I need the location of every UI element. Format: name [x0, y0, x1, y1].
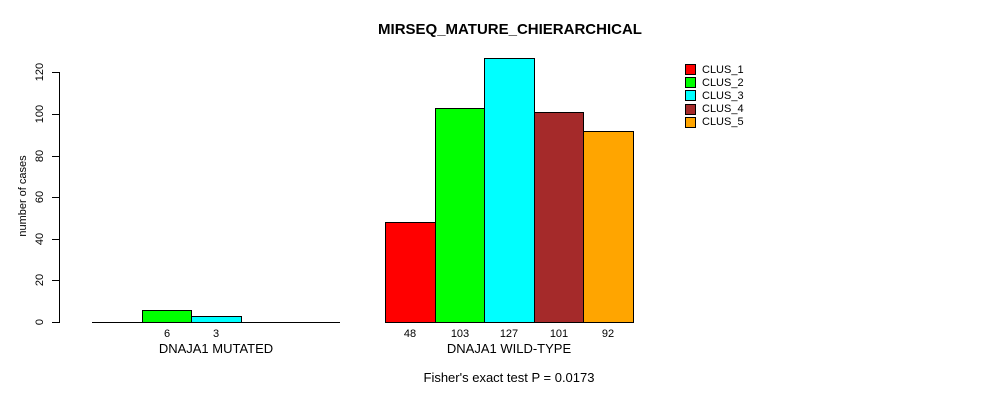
bar-value-label: 3 [212, 328, 220, 340]
y-tick-label: 80 [34, 149, 46, 163]
bar-clus_3-dnaja1-mutated [191, 316, 242, 323]
legend-entry-clus_3: CLUS_3 [685, 89, 744, 102]
bar-value-label: 92 [601, 328, 615, 340]
y-tick [52, 156, 59, 157]
y-tick [52, 239, 59, 240]
bar-clus_2-dnaja1-mutated [142, 310, 192, 323]
legend-entry-clus_4: CLUS_4 [685, 103, 744, 116]
bar-clus_1-dnaja1-wild-type [385, 222, 436, 323]
y-tick [52, 114, 59, 115]
legend-label: CLUS_2 [702, 76, 744, 89]
bar-clus_3-dnaja1-wild-type [484, 58, 535, 323]
legend-swatch-clus_1 [685, 64, 696, 76]
legend-label: CLUS_3 [702, 89, 744, 102]
bar-value-label: 127 [499, 328, 519, 340]
y-tick [52, 280, 59, 281]
y-axis-line [59, 72, 60, 323]
legend-entry-clus_2: CLUS_2 [685, 76, 744, 89]
y-tick [52, 197, 59, 198]
y-tick-label: 20 [34, 273, 46, 287]
group-label-dnaja1-mutated: DNAJA1 MUTATED [158, 341, 274, 356]
bar-clus_2-dnaja1-wild-type [435, 108, 485, 323]
fisher-test-annotation: Fisher's exact test P = 0.0173 [423, 370, 595, 385]
legend-label: CLUS_5 [702, 116, 744, 129]
bar-clus_4-dnaja1-wild-type [534, 112, 584, 323]
legend-entry-clus_1: CLUS_1 [685, 63, 744, 76]
y-tick [52, 72, 59, 73]
legend-swatch-clus_5 [685, 116, 696, 128]
y-tick-label: 100 [34, 104, 46, 124]
legend-swatch-clus_3 [685, 90, 696, 102]
bar-value-label: 6 [163, 328, 171, 340]
legend-entry-clus_5: CLUS_5 [685, 116, 744, 129]
group-label-dnaja1-wild-type: DNAJA1 WILD-TYPE [446, 341, 572, 356]
y-axis-title: number of cases [17, 155, 29, 237]
bar-value-label: 48 [403, 328, 417, 340]
y-tick-label: 0 [34, 318, 46, 326]
chart-title: MIRSEQ_MATURE_CHIERARCHICAL [378, 21, 642, 38]
y-tick-label: 120 [34, 62, 46, 82]
legend-swatch-clus_4 [685, 103, 696, 115]
y-tick [52, 322, 59, 323]
y-tick-label: 60 [34, 190, 46, 204]
legend-label: CLUS_4 [702, 103, 744, 116]
legend-swatch-clus_2 [685, 77, 696, 89]
legend: CLUS_1 CLUS_2 CLUS_3 CLUS_4 CLUS_5 [685, 63, 744, 129]
legend-label: CLUS_1 [702, 63, 744, 76]
bar-value-label: 101 [549, 328, 569, 340]
y-tick-label: 40 [34, 232, 46, 246]
bar-clus_5-dnaja1-wild-type [583, 131, 634, 323]
bar-value-label: 103 [450, 328, 470, 340]
